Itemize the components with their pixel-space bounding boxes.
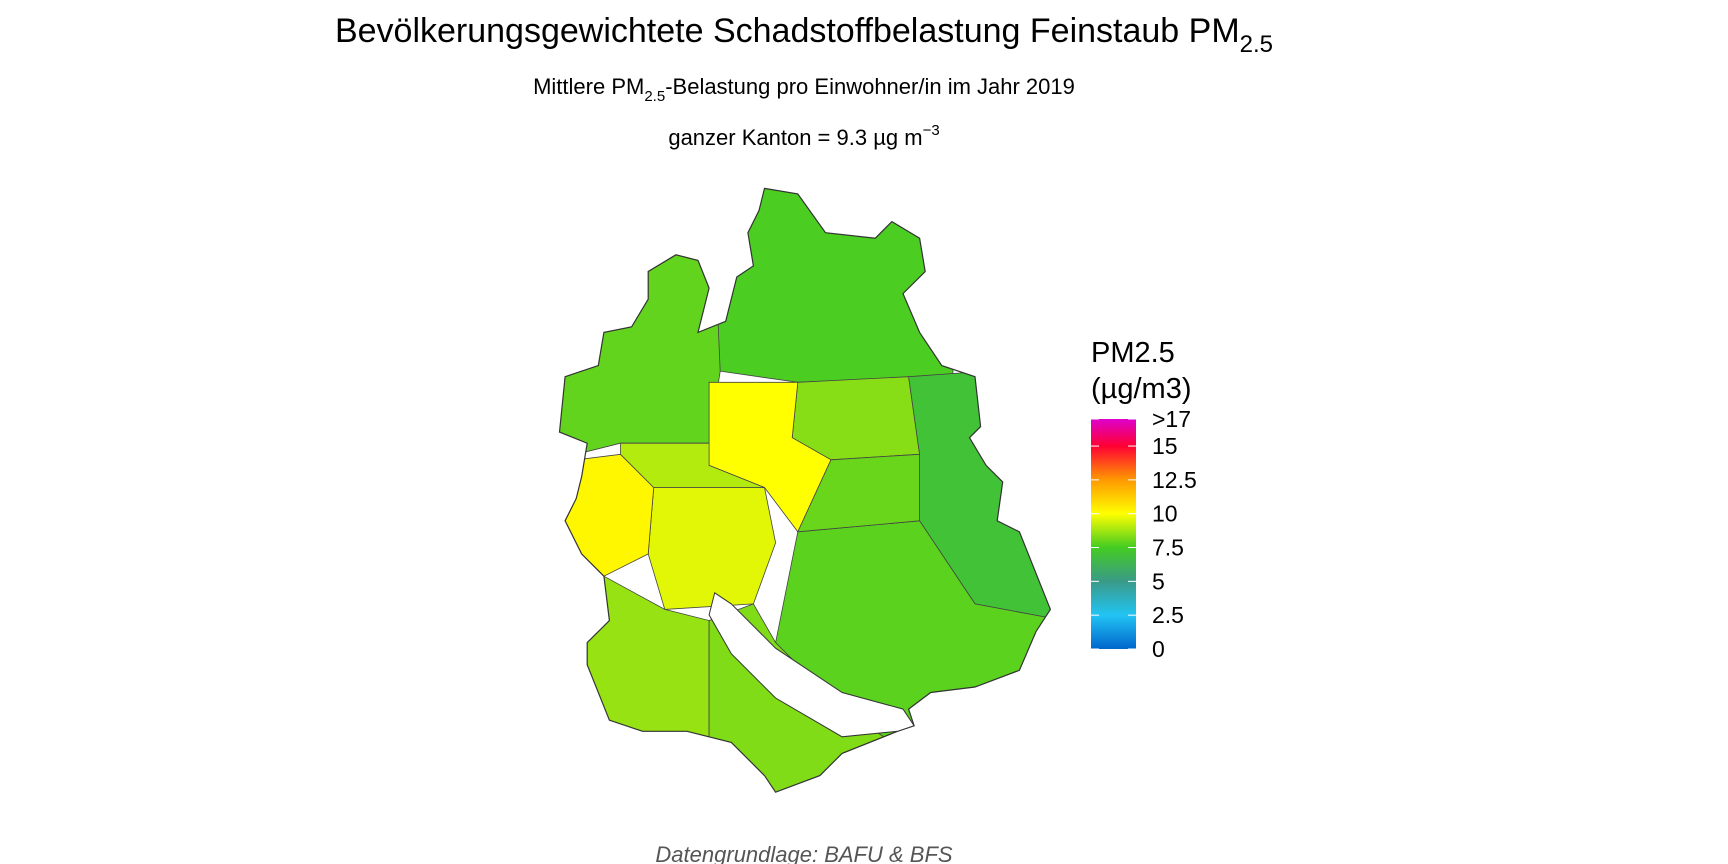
legend-tick-label: 12.5	[1152, 467, 1197, 493]
lake	[708, 591, 915, 738]
summary-superscript: −3	[923, 122, 940, 139]
legend-tick-label: >17	[1152, 406, 1191, 432]
legend-colorbar	[1091, 419, 1136, 649]
legend-tick-label: 7.5	[1152, 535, 1184, 561]
caption: Datengrundlage: BAFU & BFS	[655, 842, 952, 864]
subtitle-text: Mittlere PM	[533, 74, 644, 99]
municipality-region	[559, 453, 655, 577]
legend-tick-label: 5	[1152, 568, 1165, 594]
map	[559, 188, 1051, 793]
subtitle-text: -Belastung pro Einwohner/in im Jahr 2019	[665, 74, 1075, 99]
title-text: Bevölkerungsgewichtete Schadstoffbelastu…	[335, 12, 1240, 50]
municipality-region	[797, 453, 920, 533]
legend-tick-label: 0	[1152, 636, 1165, 662]
legend-title: PM2.5	[1091, 337, 1175, 369]
municipality-region	[647, 487, 777, 610]
legend-tick-label: 15	[1152, 433, 1178, 459]
municipality-region	[620, 442, 765, 488]
summary: ganzer Kanton = 9.3 µg m−3	[668, 122, 939, 150]
legend-tick-label: 2.5	[1152, 602, 1184, 628]
municipality-region	[791, 376, 921, 461]
legend-tick-label: 10	[1152, 501, 1178, 527]
legend-title: (µg/m3)	[1091, 373, 1192, 405]
subtitle-subscript: 2.5	[644, 88, 665, 105]
title: Bevölkerungsgewichtete Schadstoffbelastu…	[335, 12, 1273, 58]
canton-outline	[558, 187, 1052, 793]
title-subscript: 2.5	[1240, 31, 1273, 58]
subtitle: Mittlere PM2.5-Belastung pro Einwohner/i…	[533, 74, 1075, 105]
summary-text: ganzer Kanton = 9.3 µg m	[668, 125, 922, 150]
